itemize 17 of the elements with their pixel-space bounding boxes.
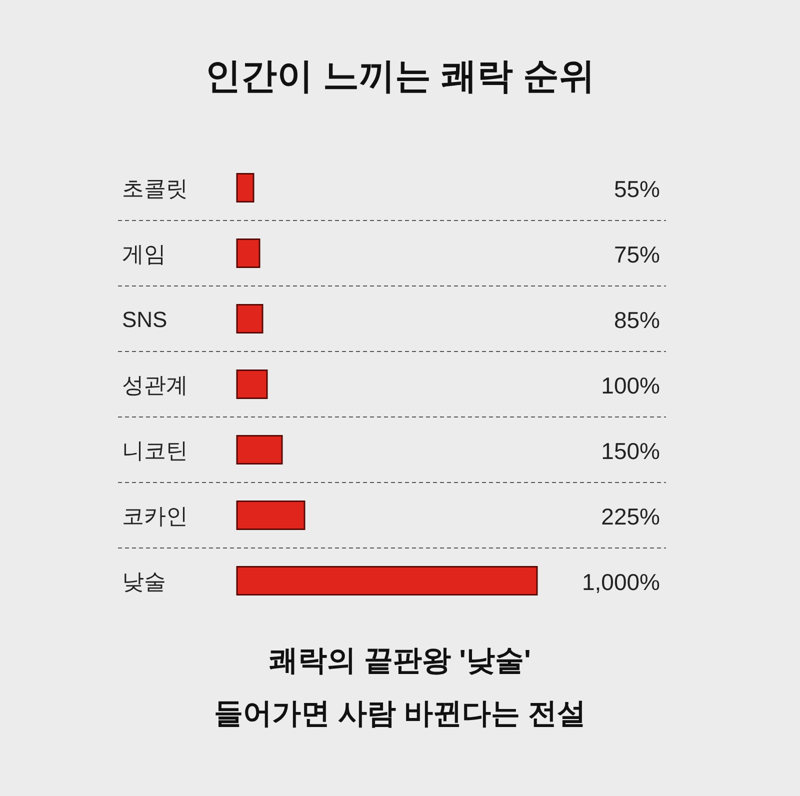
value-label: 1,000% [582,568,660,595]
value-label: 85% [614,306,660,333]
category-label: 게임 [122,241,166,266]
value-label: 150% [601,438,660,464]
category-label: 니코틴 [122,438,188,463]
title: 인간이 느끼는 쾌락 순위 [205,55,595,96]
value-label: 75% [614,241,660,268]
annotation: 쾌락의 끝판왕 '낮술' [269,645,531,677]
category-label: 낮술 [122,568,166,594]
category-label: SNS [122,306,168,332]
category-label: 초콜릿 [122,176,188,201]
value-label: 225% [601,503,660,530]
value-label: 55% [614,176,660,202]
category-label: 코카인 [122,503,188,528]
category-label: 성관계 [122,372,188,398]
value-label: 100% [601,372,660,398]
annotation: 들어가면 사람 바뀐다는 전설 [214,698,586,730]
